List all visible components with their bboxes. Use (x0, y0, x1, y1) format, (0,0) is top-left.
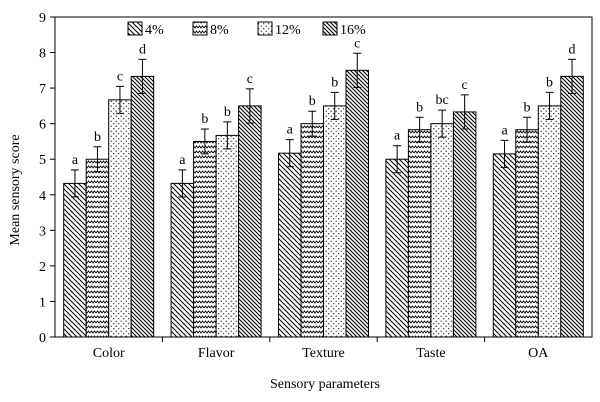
legend-swatch (257, 21, 273, 36)
bar (407, 129, 432, 338)
bar (492, 153, 517, 338)
y-axis-label: Mean sensory score (8, 134, 23, 245)
legend: 4% 8% 12% 16% (127, 21, 366, 38)
bar (300, 123, 324, 338)
y-tick-label: 6 (39, 118, 46, 133)
bar (63, 182, 87, 338)
y-tick-label: 8 (39, 47, 46, 62)
significance-label: b (309, 94, 316, 109)
significance-label: a (72, 153, 79, 168)
significance-label: a (501, 123, 508, 138)
significance-label: b (331, 75, 338, 90)
significance-label: bc (436, 93, 449, 108)
significance-label: c (117, 69, 123, 84)
significance-label: b (524, 100, 531, 115)
bar (238, 105, 262, 338)
bar (193, 140, 217, 338)
y-tick-label: 3 (39, 224, 46, 239)
legend-swatch (322, 21, 338, 36)
y-tick-label: 2 (39, 260, 46, 275)
bar (278, 152, 302, 338)
legend-swatch (127, 21, 143, 36)
x-axis-label: Sensory parameters (270, 377, 380, 392)
y-tick-label: 9 (39, 11, 46, 26)
bar (452, 111, 477, 338)
significance-label: b (224, 105, 231, 120)
legend-swatch (192, 21, 208, 36)
significance-label: d (139, 42, 146, 57)
bar (130, 75, 155, 338)
significance-label: d (569, 42, 576, 57)
legend-label: 4% (145, 23, 164, 38)
significance-label: b (201, 112, 208, 127)
bar (215, 134, 240, 338)
bar (345, 69, 369, 338)
x-axis: Color Flavor Texture Taste OA (93, 337, 549, 361)
significance-label: b (546, 75, 553, 90)
bar (515, 129, 539, 338)
y-tick-label: 1 (39, 295, 46, 310)
bar (385, 158, 409, 338)
significance-label: a (394, 129, 401, 144)
significance-label: a (179, 153, 186, 168)
y-tick-label: 5 (39, 153, 46, 168)
bar (537, 105, 562, 338)
y-tick-label: 4 (39, 189, 46, 204)
significance-label: b (416, 100, 423, 115)
x-tick-label: Taste (416, 346, 445, 361)
significance-label: a (287, 123, 294, 138)
legend-label: 8% (210, 23, 229, 38)
x-tick-label: Color (93, 346, 125, 361)
bar (85, 158, 110, 338)
significance-label: c (462, 78, 468, 93)
x-tick-label: Flavor (198, 346, 235, 361)
x-tick-label: Texture (302, 346, 345, 361)
bar (430, 123, 454, 338)
bar (108, 99, 132, 338)
significance-label: b (94, 130, 101, 145)
significance-label: c (247, 72, 253, 87)
legend-label: 12% (275, 23, 301, 38)
bar (323, 105, 347, 338)
significance-label: c (354, 36, 360, 51)
y-tick-label: 0 (39, 331, 46, 346)
legend-label: 16% (340, 23, 366, 38)
bar (560, 75, 584, 338)
bar (170, 182, 195, 338)
x-tick-label: OA (528, 346, 549, 361)
y-tick-label: 7 (39, 82, 46, 97)
